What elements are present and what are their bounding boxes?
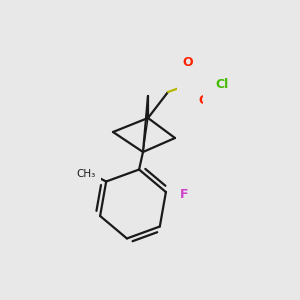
Text: Cl: Cl <box>215 79 229 92</box>
Text: S: S <box>191 75 201 89</box>
Text: O: O <box>183 56 193 70</box>
Text: O: O <box>199 94 209 106</box>
Text: F: F <box>180 188 188 200</box>
Text: CH₃: CH₃ <box>76 169 96 178</box>
